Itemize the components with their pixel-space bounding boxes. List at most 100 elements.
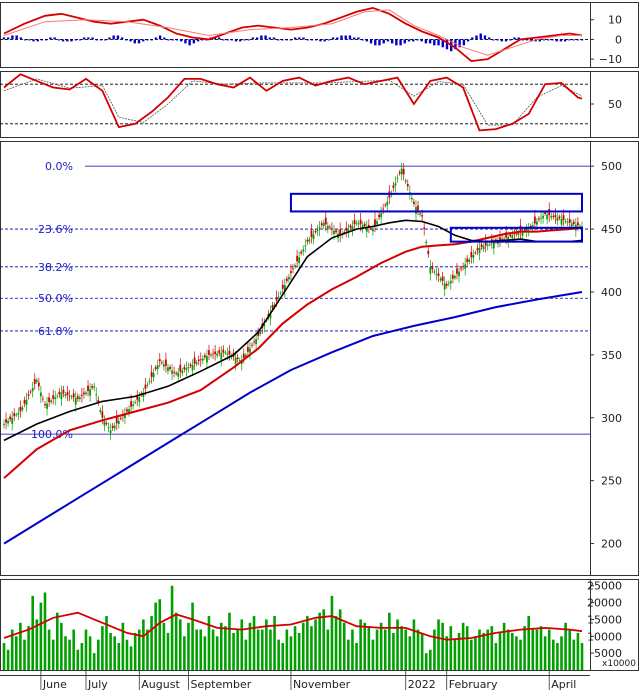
volume-bar: [84, 629, 88, 670]
price-candle-body: [255, 339, 258, 344]
x-axis-label: June: [42, 678, 67, 691]
macd-histogram-bar: [66, 39, 69, 42]
macd-histogram-bar: [32, 39, 35, 42]
price-candle-body: [203, 355, 206, 358]
macd-histogram-bar: [99, 39, 103, 41]
price-candle-body: [335, 230, 337, 233]
price-candle-body: [146, 384, 149, 386]
volume-bar: [80, 643, 84, 670]
price-candle-body: [577, 222, 579, 226]
price-candle-body: [400, 168, 403, 175]
price-candle-body: [85, 392, 87, 394]
volume-bar: [564, 622, 567, 670]
volume-bar: [113, 636, 116, 670]
price-candle-body: [56, 395, 59, 397]
volume-ytick-label: 25000: [587, 580, 622, 593]
price-candle-body: [546, 214, 549, 220]
price-candle-body: [150, 371, 153, 377]
price-candle-body: [179, 364, 182, 372]
price-candle-body: [300, 251, 303, 254]
volume-bar: [396, 619, 399, 670]
volume-bar: [23, 639, 26, 670]
volume-bar: [224, 626, 227, 670]
price-candle-body: [181, 370, 184, 373]
price-candle-body: [37, 382, 40, 387]
macd-histogram-bar: [378, 39, 381, 46]
price-ytick-label: 300: [601, 412, 622, 425]
macd-histogram-bar: [357, 37, 360, 40]
volume-bar: [51, 639, 55, 670]
volume-bar: [47, 629, 51, 670]
macd-histogram-bar: [158, 35, 162, 40]
price-candle-body: [456, 268, 458, 274]
price-candle-body: [97, 399, 100, 403]
price-candle-body: [482, 246, 485, 250]
price-candle-body: [486, 244, 489, 246]
volume-bar: [256, 629, 260, 670]
price-candle-body: [23, 400, 26, 404]
price-candle-body: [372, 229, 374, 232]
fibonacci-level-label: 50.0%: [38, 292, 73, 305]
volume-bar: [125, 639, 129, 670]
volume-bar: [133, 632, 137, 670]
price-candle-body: [130, 401, 132, 407]
volume-bar: [240, 619, 244, 670]
x-axis-label: July: [87, 678, 108, 691]
price-candle-body: [169, 366, 171, 370]
macd-histogram-bar: [285, 39, 288, 41]
price-candle-body: [136, 396, 139, 400]
macd-histogram-bar: [146, 39, 149, 41]
macd-histogram-bar: [530, 39, 533, 42]
volume-bar: [392, 632, 395, 670]
volume-bar: [535, 629, 539, 670]
price-candle-body: [187, 367, 190, 369]
macd-histogram-bar: [403, 39, 407, 44]
price-candle-body: [470, 252, 473, 258]
volume-bar: [260, 629, 264, 670]
price-candle-body: [197, 359, 200, 362]
price-candle-body: [292, 268, 294, 270]
fibonacci-level-label: 61.8%: [38, 325, 73, 338]
price-candle-body: [72, 393, 75, 398]
price-candle-body: [109, 430, 112, 434]
price-candle-body: [478, 247, 481, 254]
x-axis-label: 2022: [408, 678, 436, 691]
volume-bar: [506, 629, 510, 670]
macd-panel-frame: [0, 2, 639, 68]
volume-bar: [326, 629, 330, 670]
price-candle-body: [505, 232, 508, 238]
macd-histogram-bar: [492, 39, 495, 41]
price-candle-body: [240, 361, 243, 365]
macd-histogram-bar: [395, 39, 398, 46]
macd-ytick-label: 0: [615, 33, 622, 46]
macd-histogram-bar: [163, 37, 166, 40]
macd-histogram-bar: [466, 39, 470, 42]
price-candle-body: [294, 265, 296, 267]
price-candle-body: [228, 350, 231, 355]
price-candle-body: [513, 233, 516, 235]
volume-bar: [2, 643, 6, 670]
volume-bar: [31, 595, 34, 670]
price-candle-body: [35, 380, 38, 382]
volume-bar: [465, 626, 469, 670]
price-candle-body: [579, 225, 581, 227]
price-candle-body: [66, 392, 69, 395]
macd-histogram-bar: [428, 39, 432, 44]
price-candle-body: [523, 229, 526, 231]
x-axis-label: February: [449, 678, 498, 691]
price-candle-body: [74, 398, 77, 405]
volume-bar: [178, 619, 182, 670]
price-candle-body: [449, 280, 452, 284]
volume-bar: [539, 626, 543, 670]
macd-signal-line: [3, 9, 582, 56]
price-candle-body: [308, 239, 311, 242]
volume-bar: [146, 629, 149, 670]
volume-bar: [351, 629, 354, 670]
price-candle-body: [429, 266, 432, 274]
price-candle-body: [58, 391, 61, 395]
price-candle-body: [316, 229, 319, 231]
macd-histogram-bar: [390, 39, 394, 44]
price-candle-body: [306, 240, 309, 242]
volume-bar: [265, 619, 268, 670]
macd-histogram-bar: [504, 39, 508, 42]
